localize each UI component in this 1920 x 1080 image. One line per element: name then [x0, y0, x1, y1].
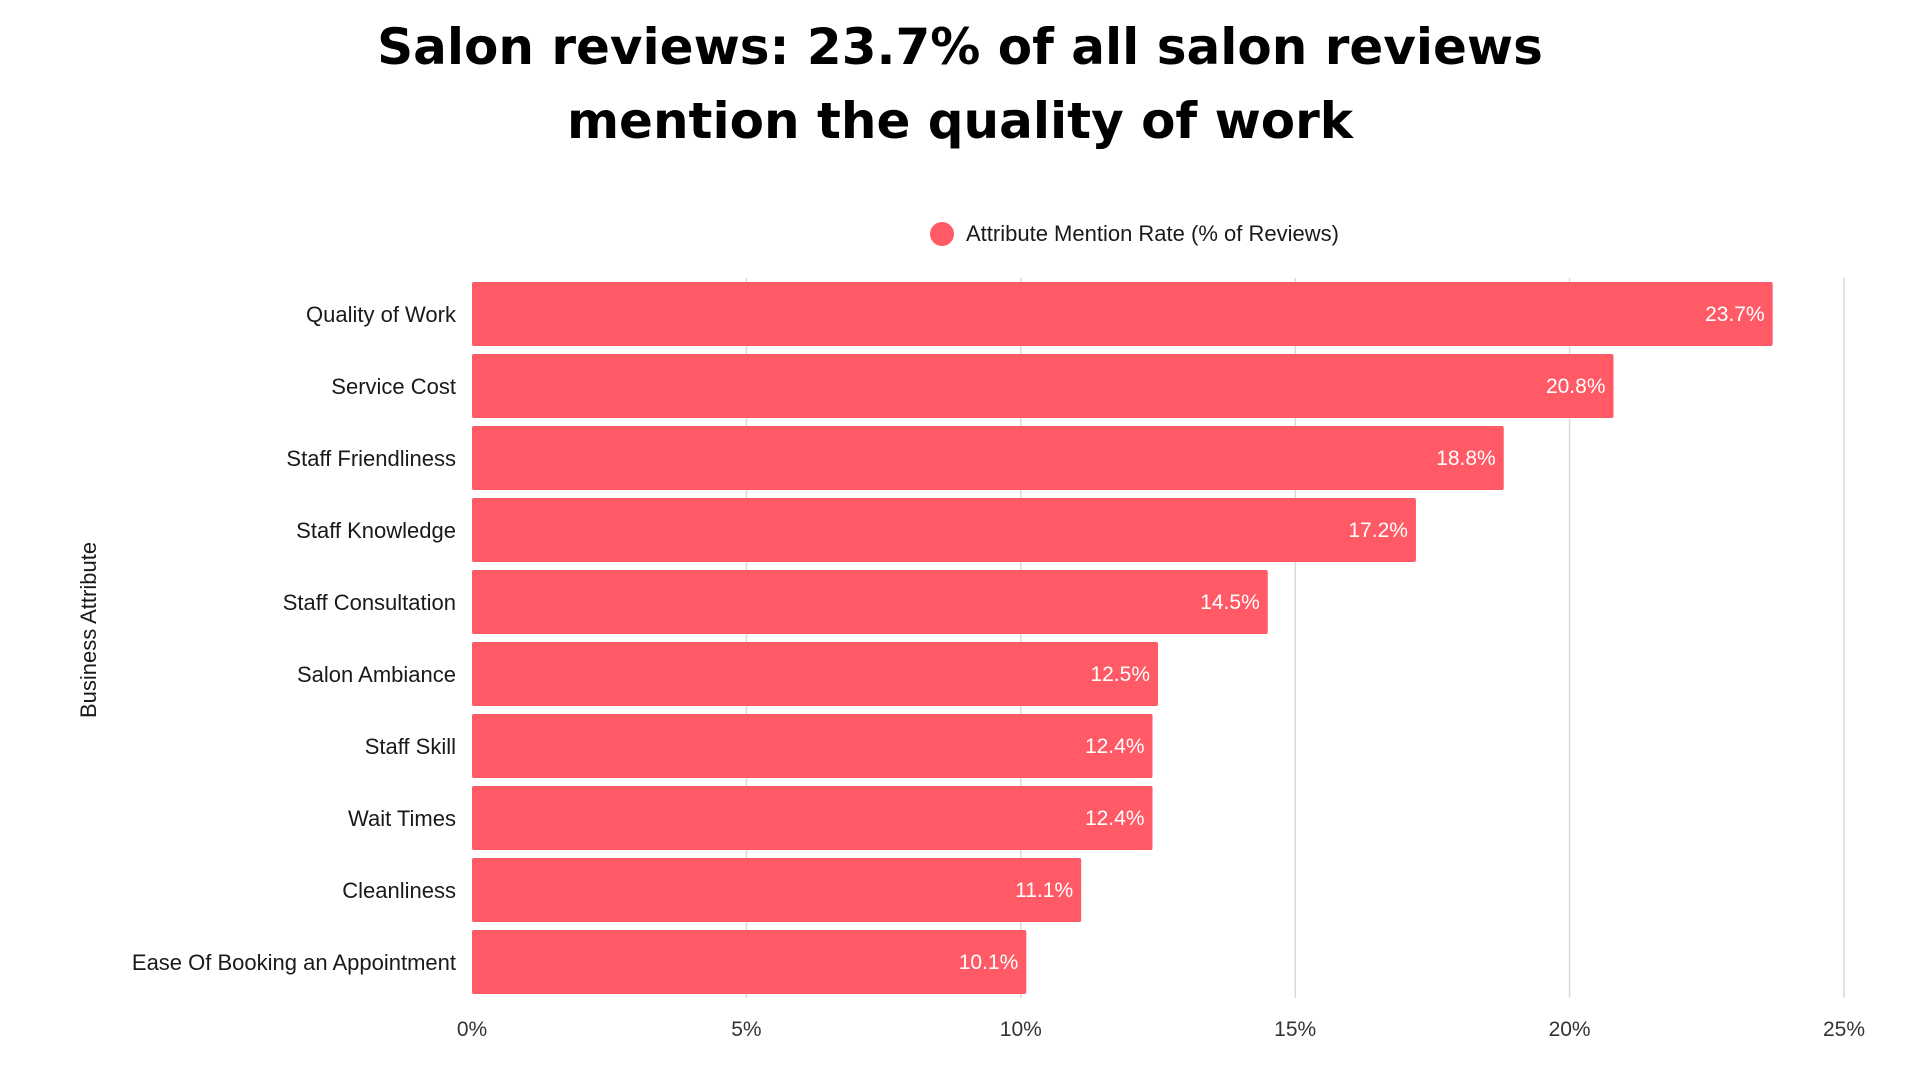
- category-label-ease-of-booking-an-appointment: Ease Of Booking an Appointment: [132, 950, 456, 975]
- category-label-staff-skill: Staff Skill: [365, 734, 456, 759]
- bar-wait-times: [472, 786, 1153, 850]
- category-label-salon-ambiance: Salon Ambiance: [297, 662, 456, 687]
- value-label-salon-ambiance: 12.5%: [1090, 663, 1150, 686]
- category-label-quality-of-work: Quality of Work: [306, 302, 457, 327]
- legend-swatch: [930, 222, 954, 246]
- value-label-staff-knowledge: 17.2%: [1348, 519, 1408, 542]
- category-label-staff-friendliness: Staff Friendliness: [286, 446, 456, 471]
- value-label-service-cost: 20.8%: [1546, 375, 1606, 398]
- value-label-quality-of-work: 23.7%: [1705, 303, 1765, 326]
- chart-title-line-1: Salon reviews: 23.7% of all salon review…: [377, 18, 1543, 76]
- bar-staff-knowledge: [472, 498, 1416, 562]
- category-label-staff-consultation: Staff Consultation: [283, 590, 456, 615]
- bar-salon-ambiance: [472, 642, 1158, 706]
- x-tick-label-10: 10%: [1000, 1018, 1042, 1041]
- bar-quality-of-work: [472, 282, 1773, 346]
- legend-label: Attribute Mention Rate (% of Reviews): [966, 221, 1339, 246]
- x-tick-labels: 0% 5% 10% 15% 20% 25%: [457, 1018, 1865, 1041]
- value-label-staff-friendliness: 18.8%: [1436, 447, 1496, 470]
- category-label-wait-times: Wait Times: [348, 806, 456, 831]
- bar-cleanliness: [472, 858, 1082, 922]
- value-label-ease-of-booking-an-appointment: 10.1%: [959, 951, 1019, 974]
- x-tick-label-15: 15%: [1274, 1018, 1316, 1041]
- value-label-wait-times: 12.4%: [1085, 807, 1145, 830]
- value-label-staff-skill: 12.4%: [1085, 735, 1145, 758]
- chart-title-line-2: mention the quality of work: [566, 92, 1354, 150]
- bar-ease-of-booking-an-appointment: [472, 930, 1027, 994]
- category-label-service-cost: Service Cost: [331, 374, 456, 399]
- chart-title: Salon reviews: 23.7% of all salon review…: [0, 10, 1920, 158]
- category-labels: Quality of Work Service Cost Staff Friendl…: [132, 302, 457, 975]
- bar-staff-consultation: [472, 570, 1268, 634]
- x-tick-label-5: 5%: [731, 1018, 761, 1041]
- chart-legend: Attribute Mention Rate (% of Reviews): [930, 218, 1339, 250]
- value-label-staff-consultation: 14.5%: [1200, 591, 1260, 614]
- bar-staff-friendliness: [472, 426, 1504, 490]
- y-axis-title: Business Attribute: [76, 542, 101, 718]
- category-label-staff-knowledge: Staff Knowledge: [296, 518, 456, 543]
- x-tick-label-25: 25%: [1823, 1018, 1865, 1041]
- bar-staff-skill: [472, 714, 1153, 778]
- bars: 23.7% 20.8% 18.8% 17.2% 14.5% 12.5% 12.4% 12.4%…: [472, 282, 1773, 994]
- x-tick-label-20: 20%: [1549, 1018, 1591, 1041]
- value-label-cleanliness: 11.1%: [1015, 879, 1073, 902]
- x-tick-label-0: 0%: [457, 1018, 487, 1041]
- bar-service-cost: [472, 354, 1614, 418]
- category-label-cleanliness: Cleanliness: [342, 878, 456, 903]
